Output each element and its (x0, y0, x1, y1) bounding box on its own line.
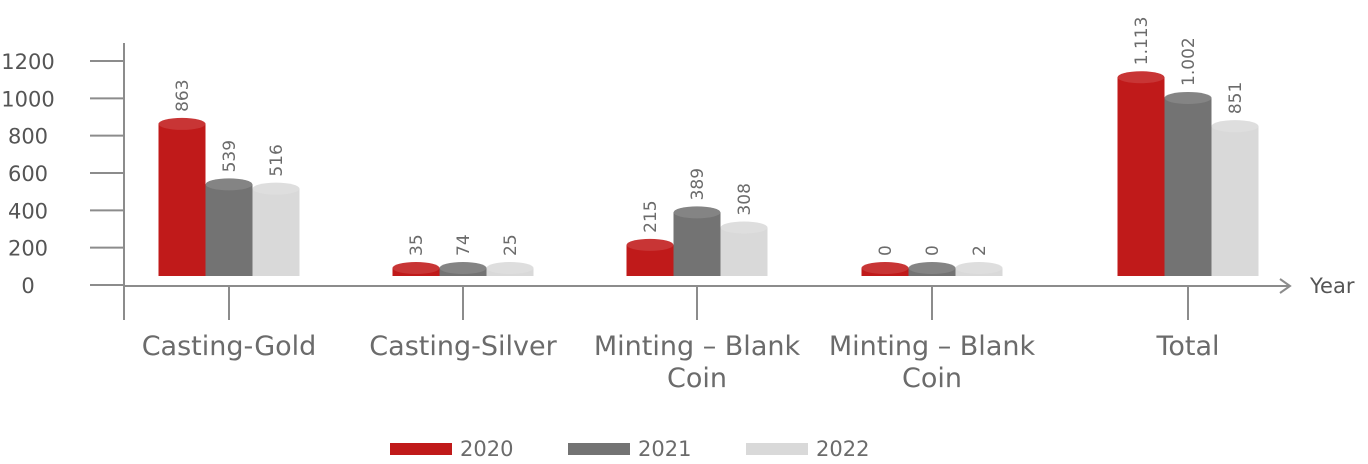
data-label: 0 (923, 245, 943, 256)
bar-cap (439, 262, 487, 274)
x-axis (124, 278, 1292, 320)
data-label: 0 (876, 245, 896, 256)
bar-cap (720, 221, 768, 234)
bar-body (205, 184, 253, 276)
bar (1211, 120, 1259, 276)
bar (673, 206, 721, 276)
bar (861, 262, 909, 276)
bar-cap (908, 262, 956, 274)
bar-body (1117, 77, 1165, 277)
x-tick-label: Minting – Blank Coin (594, 331, 801, 394)
legend-item: 2020 (390, 437, 513, 461)
data-label: 516 (267, 144, 287, 176)
bar-cap (626, 238, 674, 251)
y-tick-label: 400 (8, 199, 48, 223)
data-label: 25 (501, 234, 521, 256)
data-label: 863 (173, 79, 193, 111)
bar-cap (673, 206, 721, 219)
x-axis-title: Year (1309, 274, 1355, 298)
bar-cap (486, 262, 534, 274)
bar (955, 262, 1003, 276)
bar-cap (1164, 91, 1212, 104)
legend-swatch (390, 443, 452, 455)
bar (205, 178, 253, 276)
y-axis: 0 200 400 600 800 1000 1200 (1, 43, 125, 320)
bar-cap (205, 178, 253, 191)
bar (486, 262, 534, 276)
bar (1164, 91, 1212, 277)
x-tick-label: Casting-Silver (369, 331, 557, 362)
legend-item: 2022 (746, 437, 869, 461)
data-label: 215 (641, 200, 661, 232)
bar-cap (392, 262, 440, 274)
data-labels: 863 35 215 0 1.113 539 74 389 0 1.002 516 25 308 2 851 (173, 17, 1246, 256)
bar (720, 221, 768, 276)
bar-cap (1211, 120, 1259, 133)
y-tick-label: 0 (21, 274, 34, 298)
bar-body (1211, 126, 1259, 276)
data-label: 851 (1226, 82, 1246, 114)
bars (158, 71, 1259, 277)
bar (626, 238, 674, 276)
data-label: 1.113 (1132, 17, 1152, 66)
y-tick-label: 600 (8, 162, 48, 186)
y-tick-label: 1000 (1, 87, 54, 111)
bar-body (673, 212, 721, 276)
data-label: 308 (735, 183, 755, 215)
bar (439, 262, 487, 276)
bar-body (158, 123, 206, 276)
legend-swatch (746, 443, 808, 455)
data-label: 74 (454, 234, 474, 256)
data-label: 539 (220, 140, 240, 172)
y-tick-label: 1200 (1, 50, 54, 74)
category-labels: Casting-Gold Casting-Silver Minting – Blan… (142, 331, 1220, 394)
y-tick-label: 200 (8, 237, 48, 261)
legend: 2020 2021 2022 (390, 437, 869, 461)
data-label: 389 (688, 168, 708, 200)
bar-body (1164, 97, 1212, 277)
bar (392, 262, 440, 276)
bar (252, 182, 300, 276)
data-label: 35 (407, 234, 427, 256)
legend-label: 2021 (638, 437, 691, 461)
y-tick-label: 800 (8, 125, 48, 149)
bar-cap (158, 117, 206, 130)
bar (908, 262, 956, 276)
bar-cap (1117, 71, 1165, 84)
x-tick-label: Casting-Gold (142, 331, 317, 362)
legend-label: 2022 (816, 437, 869, 461)
bar (158, 117, 206, 276)
data-label: 1.002 (1179, 37, 1199, 86)
legend-item: 2021 (568, 437, 691, 461)
legend-label: 2020 (460, 437, 513, 461)
bar-cap (955, 262, 1003, 274)
x-axis-arrow (1279, 278, 1292, 294)
bar (1117, 71, 1165, 277)
bar-body (252, 188, 300, 276)
x-tick-label: Minting – Blank Coin (829, 331, 1036, 394)
data-label: 2 (970, 245, 990, 256)
legend-swatch (568, 443, 630, 455)
bar-cap (252, 182, 300, 195)
x-tick-label: Total (1155, 331, 1219, 362)
bar-body (720, 227, 768, 276)
bar-cap (861, 262, 909, 274)
